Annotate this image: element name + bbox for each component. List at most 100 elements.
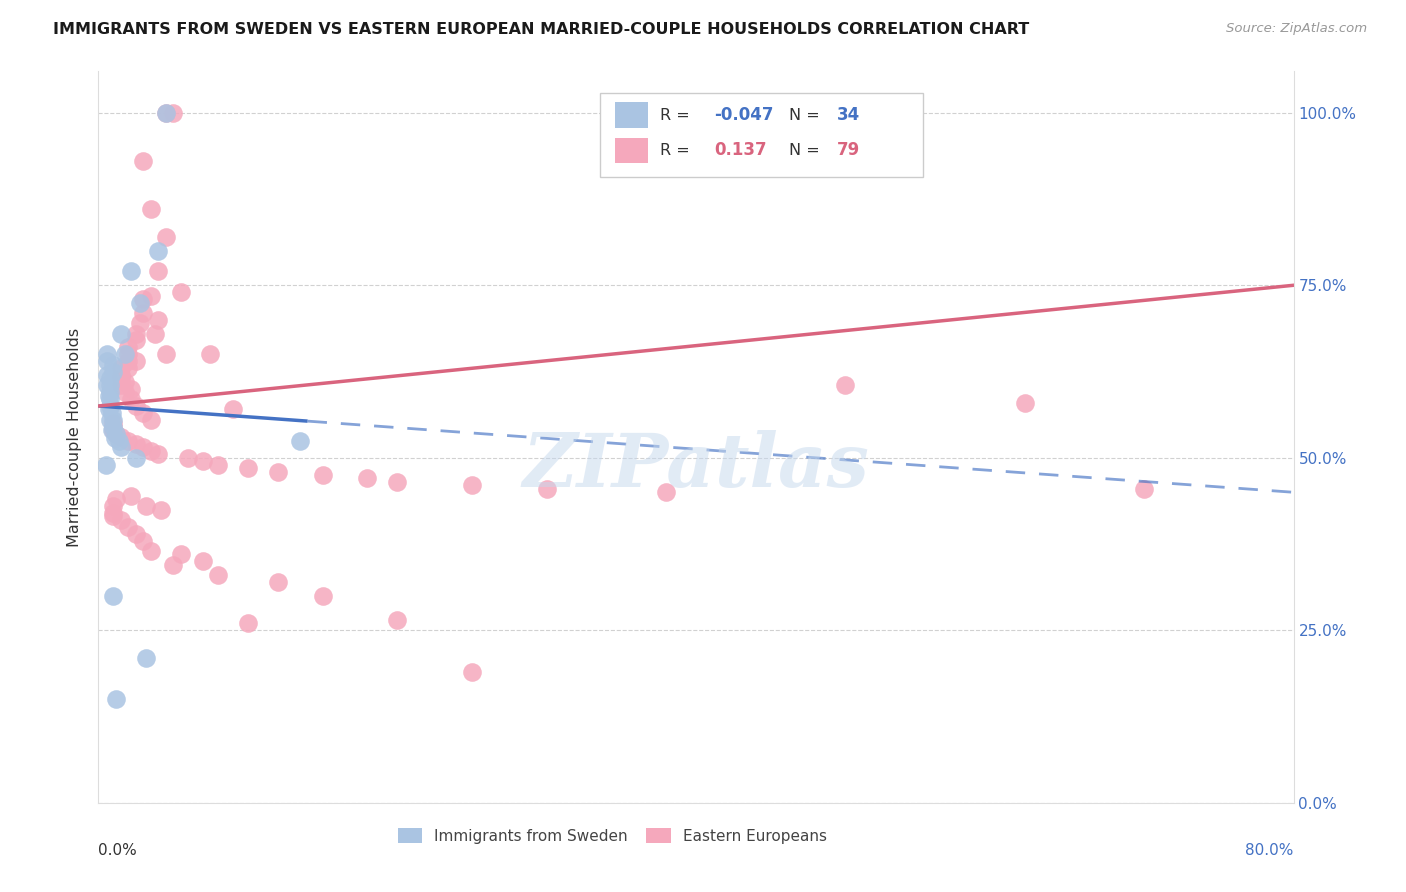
Point xyxy=(96,378,118,392)
Point xyxy=(117,361,139,376)
Point xyxy=(834,378,856,392)
Point xyxy=(177,450,200,465)
Point xyxy=(103,589,125,603)
Text: N =: N = xyxy=(789,108,825,123)
Point xyxy=(103,419,125,434)
Point xyxy=(96,368,118,382)
Point xyxy=(139,544,162,558)
Point xyxy=(110,441,132,455)
Point xyxy=(461,665,484,679)
Point xyxy=(108,434,131,448)
Point xyxy=(155,347,177,361)
Text: IMMIGRANTS FROM SWEDEN VS EASTERN EUROPEAN MARRIED-COUPLE HOUSEHOLDS CORRELATION: IMMIGRANTS FROM SWEDEN VS EASTERN EUROPE… xyxy=(53,22,1029,37)
Text: 80.0%: 80.0% xyxy=(1246,843,1294,858)
Point xyxy=(135,499,157,513)
Point xyxy=(125,334,148,348)
Point xyxy=(94,458,117,472)
Point xyxy=(103,506,125,520)
Point xyxy=(125,354,148,368)
Text: 0.137: 0.137 xyxy=(714,141,766,160)
Point xyxy=(267,574,290,589)
Point xyxy=(148,244,170,258)
Point xyxy=(162,105,184,120)
Point xyxy=(120,264,142,278)
Point xyxy=(132,533,155,548)
Point xyxy=(125,450,148,465)
Point xyxy=(132,292,155,306)
Point xyxy=(103,413,125,427)
Point xyxy=(1133,482,1156,496)
Point xyxy=(110,326,132,341)
Point xyxy=(148,264,170,278)
Legend: Immigrants from Sweden, Eastern Europeans: Immigrants from Sweden, Eastern European… xyxy=(391,822,834,850)
Text: -0.047: -0.047 xyxy=(714,106,773,124)
Point xyxy=(105,426,128,441)
Point xyxy=(129,295,152,310)
Point xyxy=(356,471,378,485)
Point xyxy=(385,475,409,489)
Point xyxy=(104,432,127,446)
Point xyxy=(125,526,148,541)
Point xyxy=(125,437,148,451)
Point xyxy=(110,513,132,527)
Point xyxy=(125,326,148,341)
Point xyxy=(98,392,122,406)
Point xyxy=(117,520,139,534)
Point xyxy=(98,413,122,427)
Point xyxy=(110,378,132,392)
Point xyxy=(120,489,142,503)
Point xyxy=(96,347,118,361)
Point xyxy=(110,371,132,385)
Point xyxy=(236,461,259,475)
Point xyxy=(105,492,128,507)
Point xyxy=(105,692,128,706)
Point xyxy=(103,365,125,379)
Point xyxy=(132,441,155,455)
Point xyxy=(114,375,136,389)
Point xyxy=(117,434,139,448)
Point xyxy=(288,434,311,448)
Point xyxy=(155,105,177,120)
Point xyxy=(132,306,155,320)
Point xyxy=(97,389,120,403)
Point xyxy=(98,399,122,413)
Point xyxy=(117,347,139,361)
Point xyxy=(169,285,191,300)
Point xyxy=(98,378,122,392)
Point xyxy=(267,465,290,479)
Text: N =: N = xyxy=(789,143,825,158)
Point xyxy=(191,454,214,468)
Point xyxy=(103,499,125,513)
FancyBboxPatch shape xyxy=(600,94,922,178)
Text: R =: R = xyxy=(661,143,695,158)
Point xyxy=(536,482,558,496)
Point xyxy=(1014,395,1036,409)
FancyBboxPatch shape xyxy=(614,137,648,163)
Point xyxy=(103,423,125,437)
Point xyxy=(103,417,125,431)
Point xyxy=(207,458,229,472)
Point xyxy=(207,568,229,582)
Point xyxy=(103,509,125,524)
Point xyxy=(139,202,162,217)
Point xyxy=(162,558,184,572)
Point xyxy=(96,354,118,368)
FancyBboxPatch shape xyxy=(614,103,648,128)
Point xyxy=(132,406,155,420)
Point xyxy=(311,589,333,603)
Point xyxy=(655,485,678,500)
Text: 79: 79 xyxy=(837,141,860,160)
Point xyxy=(139,443,162,458)
Point xyxy=(110,361,132,376)
Point xyxy=(155,105,177,120)
Point xyxy=(101,423,124,437)
Text: R =: R = xyxy=(661,108,695,123)
Point xyxy=(132,154,155,169)
Point xyxy=(191,554,214,568)
Point xyxy=(97,402,120,417)
Point xyxy=(117,354,139,368)
Point xyxy=(125,399,148,413)
Point xyxy=(150,502,173,516)
Point xyxy=(311,468,333,483)
Point xyxy=(236,616,259,631)
